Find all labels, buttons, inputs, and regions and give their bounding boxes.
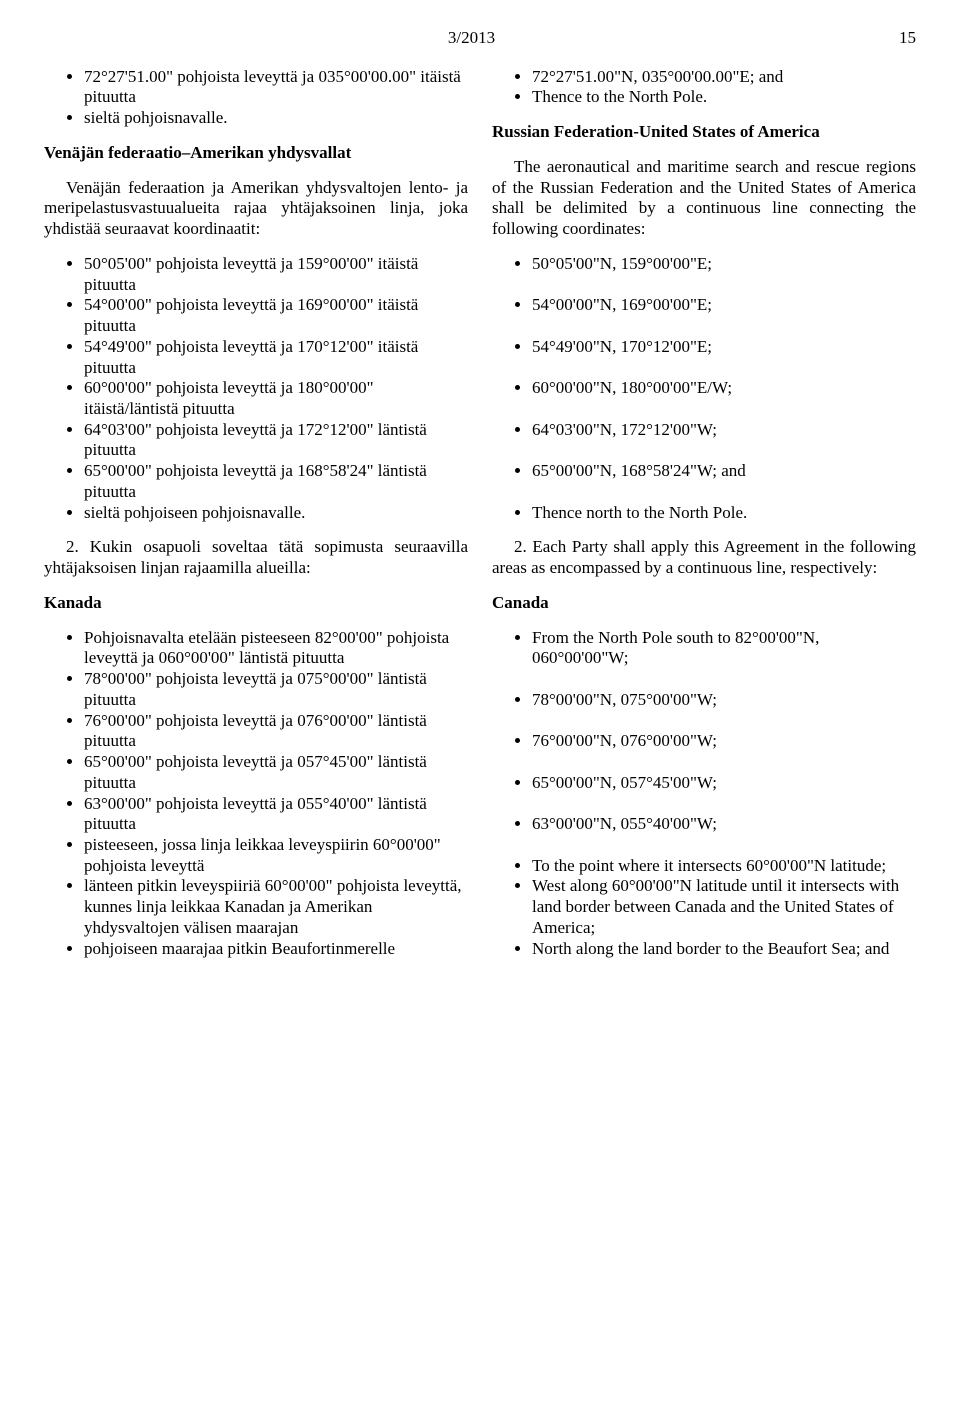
list-item: 50°05'00" pohjoista leveyttä ja 159°00'0…: [84, 254, 468, 295]
spacer-line: [532, 752, 916, 773]
list-item: 54°00'00" pohjoista leveyttä ja 169°00'0…: [84, 295, 468, 336]
spacer-line: [532, 794, 916, 815]
list-item: 65°00'00"N, 168°58'24"W; and: [532, 461, 916, 482]
spacer-line: [532, 316, 916, 337]
list-item: Thence north to the North Pole.: [532, 503, 916, 524]
list-item: 78°00'00" pohjoista leveyttä ja 075°00'0…: [84, 669, 468, 710]
spacer-line: [532, 399, 916, 420]
list-item: 54°49'00"N, 170°12'00"E;: [532, 337, 916, 358]
content-columns: 72°27'51.00" pohjoista leveyttä ja 035°0…: [44, 67, 916, 974]
list-item: 54°49'00" pohjoista leveyttä ja 170°12'0…: [84, 337, 468, 378]
list-item: 72°27'51.00" pohjoista leveyttä ja 035°0…: [84, 67, 468, 108]
left-subhead-2: Kanada: [44, 593, 468, 614]
list-item: 65°00'00" pohjoista leveyttä ja 168°58'2…: [84, 461, 468, 502]
list-item: 63°00'00"N, 055°40'00"W;: [532, 814, 916, 835]
list-item: sieltä pohjoiseen pohjoisnavalle.: [84, 503, 468, 524]
list-item: To the point where it intersects 60°00'0…: [532, 856, 916, 877]
list-item: From the North Pole south to 82°00'00"N,…: [532, 628, 916, 669]
spacer-line: [532, 835, 916, 856]
list-item: 65°00'00" pohjoista leveyttä ja 057°45'0…: [84, 752, 468, 793]
list-item: 50°05'00"N, 159°00'00"E;: [532, 254, 916, 275]
list-item: pohjoiseen maarajaa pitkin Beaufortinmer…: [84, 939, 468, 960]
header-right: 15: [899, 28, 916, 49]
spacer-line: [532, 440, 916, 461]
list-item: 63°00'00" pohjoista leveyttä ja 055°40'0…: [84, 794, 468, 835]
page-header: 3/2013 15: [44, 28, 916, 49]
right-para-2: 2. Each Party shall apply this Agreement…: [492, 537, 916, 578]
right-subhead-2: Canada: [492, 593, 916, 614]
list-item: 64°03'00"N, 172°12'00"W;: [532, 420, 916, 441]
right-para-1: The aeronautical and maritime search and…: [492, 157, 916, 240]
list-item: 54°00'00"N, 169°00'00"E;: [532, 295, 916, 316]
right-column: 72°27'51.00"N, 035°00'00.00"E; and Thenc…: [492, 67, 916, 974]
list-item: Thence to the North Pole.: [532, 87, 916, 108]
right-list-3: From the North Pole south to 82°00'00"N,…: [492, 628, 916, 960]
spacer-line: [532, 275, 916, 296]
spacer-line: [532, 711, 916, 732]
left-list-2: 50°05'00" pohjoista leveyttä ja 159°00'0…: [44, 254, 468, 524]
left-subhead-1: Venäjän federaatio–Amerikan yhdysvallat: [44, 143, 468, 164]
left-list-3: Pohjoisnavalta etelään pisteeseen 82°00'…: [44, 628, 468, 960]
left-para-1: Venäjän federaation ja Amerikan yhdysval…: [44, 178, 468, 240]
spacer-line: [532, 358, 916, 379]
list-item: 64°03'00" pohjoista leveyttä ja 172°12'0…: [84, 420, 468, 461]
list-item: 60°00'00"N, 180°00'00"E/W;: [532, 378, 916, 399]
spacer-line: [532, 482, 916, 503]
list-item: 60°00'00" pohjoista leveyttä ja 180°00'0…: [84, 378, 468, 419]
list-item: sieltä pohjoisnavalle.: [84, 108, 468, 129]
right-list-2: 50°05'00"N, 159°00'00"E; 54°00'00"N, 169°…: [492, 254, 916, 524]
list-item: 76°00'00" pohjoista leveyttä ja 076°00'0…: [84, 711, 468, 752]
list-item: 76°00'00"N, 076°00'00"W;: [532, 731, 916, 752]
left-para-2: 2. Kukin osapuoli soveltaa tätä sopimust…: [44, 537, 468, 578]
right-subhead-1: Russian Federation-United States of Amer…: [492, 122, 916, 143]
list-item: Pohjoisnavalta etelään pisteeseen 82°00'…: [84, 628, 468, 669]
spacer-line: [532, 669, 916, 690]
list-item: North along the land border to the Beauf…: [532, 939, 916, 960]
list-item: West along 60°00'00"N latitude until it …: [532, 876, 916, 938]
right-list-1: 72°27'51.00"N, 035°00'00.00"E; and Thenc…: [492, 67, 916, 108]
left-list-1: 72°27'51.00" pohjoista leveyttä ja 035°0…: [44, 67, 468, 129]
list-item: 72°27'51.00"N, 035°00'00.00"E; and: [532, 67, 916, 88]
left-column: 72°27'51.00" pohjoista leveyttä ja 035°0…: [44, 67, 468, 974]
list-item: pisteeseen, jossa linja leikkaa leveyspi…: [84, 835, 468, 876]
header-center: 3/2013: [448, 28, 495, 49]
list-item: 78°00'00"N, 075°00'00"W;: [532, 690, 916, 711]
list-item: länteen pitkin leveyspiiriä 60°00'00" po…: [84, 876, 468, 938]
list-item: 65°00'00"N, 057°45'00"W;: [532, 773, 916, 794]
